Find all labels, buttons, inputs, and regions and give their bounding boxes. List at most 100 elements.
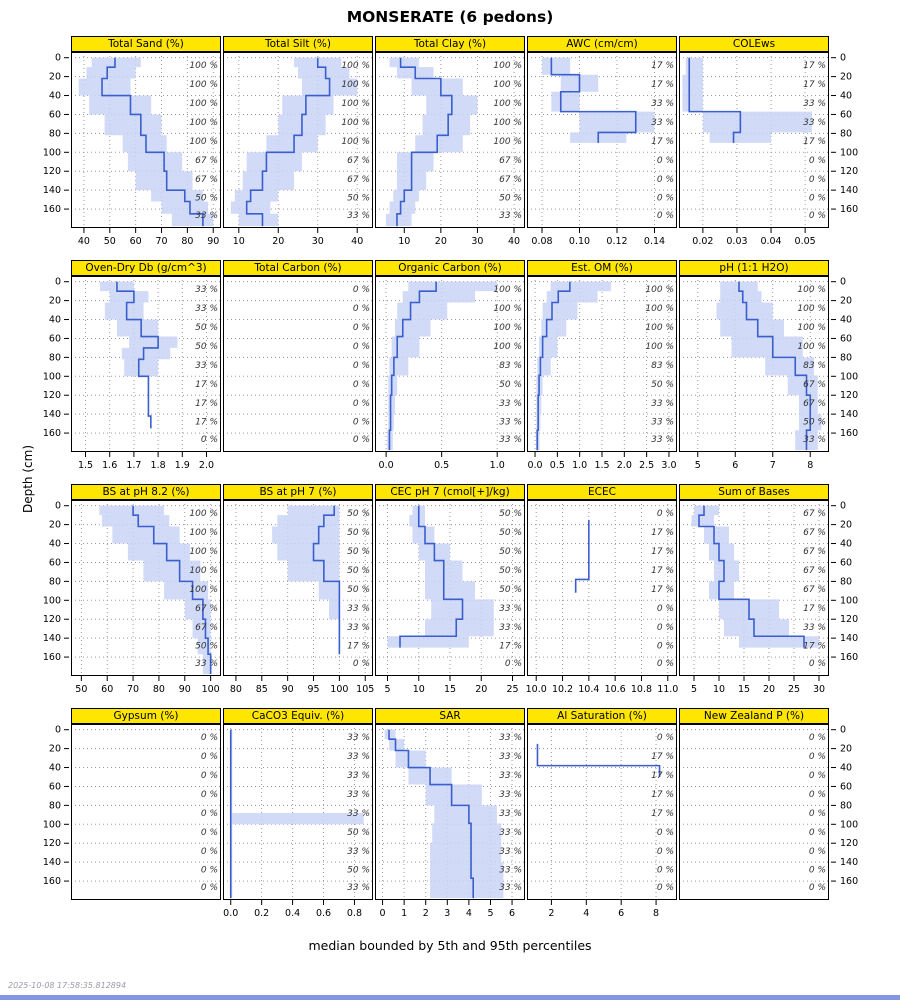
svg-text:80: 80 xyxy=(49,800,61,811)
svg-text:40: 40 xyxy=(840,91,852,102)
panel-ph: pH (1:1 H2O) 100 % 100 % 100 % 100 % 83 % 67 %… xyxy=(679,260,829,476)
percentile-band xyxy=(100,281,178,429)
panel-border xyxy=(375,500,525,676)
svg-text:50 %: 50 % xyxy=(499,585,522,595)
panel-total-silt: Total Silt (%) 100 % 100 % 100 % 100 % 100 % 6… xyxy=(223,36,373,252)
svg-text:10.6: 10.6 xyxy=(605,684,626,695)
svg-text:140: 140 xyxy=(43,185,61,196)
svg-text:60: 60 xyxy=(49,557,61,568)
svg-text:0 %: 0 % xyxy=(353,435,370,445)
svg-text:0 %: 0 % xyxy=(201,752,218,762)
percentile-band xyxy=(682,57,812,143)
panel-plot-colews: 17 % 17 % 33 % 33 % 17 % 0 % 0 % 0 % 0 % xyxy=(679,52,829,228)
svg-text:100: 100 xyxy=(840,819,858,830)
svg-text:120: 120 xyxy=(840,614,858,625)
svg-text:33 %: 33 % xyxy=(347,847,370,857)
svg-text:120: 120 xyxy=(43,166,61,177)
panel-row-3: 0 20 40 60 80 100 120 140 160 BS at pH 8.2 (%) 100… xyxy=(27,484,873,700)
timestamp: 2025-10-08 17:58:35.812894 xyxy=(8,981,127,990)
svg-text:160: 160 xyxy=(840,428,858,439)
svg-text:100 %: 100 % xyxy=(493,137,522,147)
contribution-labels: 50 % 50 % 50 % 50 % 50 % 33 % 33 % 17 % 0 % xyxy=(499,509,522,669)
svg-text:100 %: 100 % xyxy=(189,61,218,71)
svg-text:5: 5 xyxy=(695,460,701,471)
svg-text:80: 80 xyxy=(49,128,61,139)
svg-text:17 %: 17 % xyxy=(651,771,674,781)
svg-text:30: 30 xyxy=(312,236,324,247)
svg-text:2: 2 xyxy=(548,908,554,919)
svg-text:0 %: 0 % xyxy=(809,790,826,800)
contribution-labels: 0 % 0 % 0 % 0 % 0 % 0 % 0 % 0 % 0 % xyxy=(353,285,370,445)
svg-text:33 %: 33 % xyxy=(499,752,522,762)
svg-text:80: 80 xyxy=(49,576,61,587)
svg-text:0.5: 0.5 xyxy=(434,460,449,471)
panel-border xyxy=(527,276,677,452)
svg-text:33 %: 33 % xyxy=(195,285,218,295)
median-line xyxy=(116,281,159,429)
svg-text:100 %: 100 % xyxy=(493,285,522,295)
contribution-labels: 100 % 100 % 100 % 100 % 100 % 67 % 67 % 50 % 33 … xyxy=(189,509,218,669)
svg-text:30: 30 xyxy=(813,684,825,695)
svg-text:17 %: 17 % xyxy=(651,528,674,538)
svg-text:33 %: 33 % xyxy=(499,733,522,743)
svg-text:140: 140 xyxy=(840,185,858,196)
svg-text:0 %: 0 % xyxy=(809,847,826,857)
percentile-band xyxy=(385,57,478,227)
svg-text:100 %: 100 % xyxy=(493,80,522,90)
svg-text:40: 40 xyxy=(49,91,61,102)
svg-text:100 %: 100 % xyxy=(189,566,218,576)
gridlines xyxy=(71,276,221,452)
svg-text:0 %: 0 % xyxy=(201,790,218,800)
svg-text:70: 70 xyxy=(127,684,139,695)
panel-strip-gypsum: Gypsum (%) xyxy=(71,708,221,724)
svg-text:33 %: 33 % xyxy=(803,118,826,128)
svg-text:33 %: 33 % xyxy=(347,809,370,819)
contribution-labels: 100 % 100 % 100 % 100 % 83 % 67 % 67 % 50 % 33 % xyxy=(797,285,826,445)
svg-text:1.0: 1.0 xyxy=(572,460,587,471)
svg-text:100: 100 xyxy=(43,371,61,382)
svg-text:0 %: 0 % xyxy=(353,418,370,428)
svg-text:0 %: 0 % xyxy=(809,828,826,838)
median-line xyxy=(550,57,637,143)
panel-bs-ph82: BS at pH 8.2 (%) 100 % 100 % 100 % 100 % 100 … xyxy=(71,484,221,700)
svg-text:67 %: 67 % xyxy=(803,380,826,390)
panel-border xyxy=(223,500,373,676)
panel-plot-est-om: 100 % 100 % 100 % 100 % 83 % 50 % 33 % 33 % 33 % xyxy=(527,276,677,452)
panel-total-clay: Total Clay (%) 100 % 100 % 100 % 100 % 100 % 6… xyxy=(375,36,525,252)
median-line xyxy=(396,57,453,227)
svg-text:67 %: 67 % xyxy=(195,604,218,614)
svg-text:0.2: 0.2 xyxy=(254,908,269,919)
svg-text:60: 60 xyxy=(840,557,852,568)
svg-text:83 %: 83 % xyxy=(499,361,522,371)
svg-text:17 %: 17 % xyxy=(651,809,674,819)
svg-text:20: 20 xyxy=(840,744,852,755)
svg-text:100 %: 100 % xyxy=(797,342,826,352)
svg-text:33 %: 33 % xyxy=(499,809,522,819)
svg-text:6: 6 xyxy=(618,908,624,919)
svg-text:100 %: 100 % xyxy=(189,585,218,595)
svg-text:5: 5 xyxy=(384,684,390,695)
svg-text:67 %: 67 % xyxy=(347,156,370,166)
svg-text:0 %: 0 % xyxy=(353,399,370,409)
median-line xyxy=(688,57,742,143)
panel-border xyxy=(679,276,829,452)
svg-text:33 %: 33 % xyxy=(347,604,370,614)
svg-text:0 %: 0 % xyxy=(201,828,218,838)
x-axis-bs-ph82: 50 60 70 80 90 100 xyxy=(75,676,220,695)
panel-awc: AWC (cm/cm) 17 % 17 % 33 % 33 % 17 % 0 % 0 % 0 %… xyxy=(527,36,677,252)
svg-text:33 %: 33 % xyxy=(499,435,522,445)
svg-text:20: 20 xyxy=(475,684,487,695)
svg-text:33 %: 33 % xyxy=(803,435,826,445)
panel-organic-carbon: Organic Carbon (%) 100 % 100 % 100 % 100 % 83… xyxy=(375,260,525,476)
svg-text:60: 60 xyxy=(130,236,142,247)
svg-text:50 %: 50 % xyxy=(347,866,370,876)
svg-text:50 %: 50 % xyxy=(803,418,826,428)
svg-text:0 %: 0 % xyxy=(809,752,826,762)
svg-text:17 %: 17 % xyxy=(651,790,674,800)
svg-text:50 %: 50 % xyxy=(499,566,522,576)
svg-text:0 %: 0 % xyxy=(809,659,826,669)
panel-ecec: ECEC 0 % 17 % 17 % 17 % 17 % 0 % 0 % 0 % 0 % 10.0 1… xyxy=(526,484,678,700)
svg-text:15: 15 xyxy=(444,684,456,695)
svg-text:105: 105 xyxy=(356,684,374,695)
svg-text:0 %: 0 % xyxy=(201,733,218,743)
